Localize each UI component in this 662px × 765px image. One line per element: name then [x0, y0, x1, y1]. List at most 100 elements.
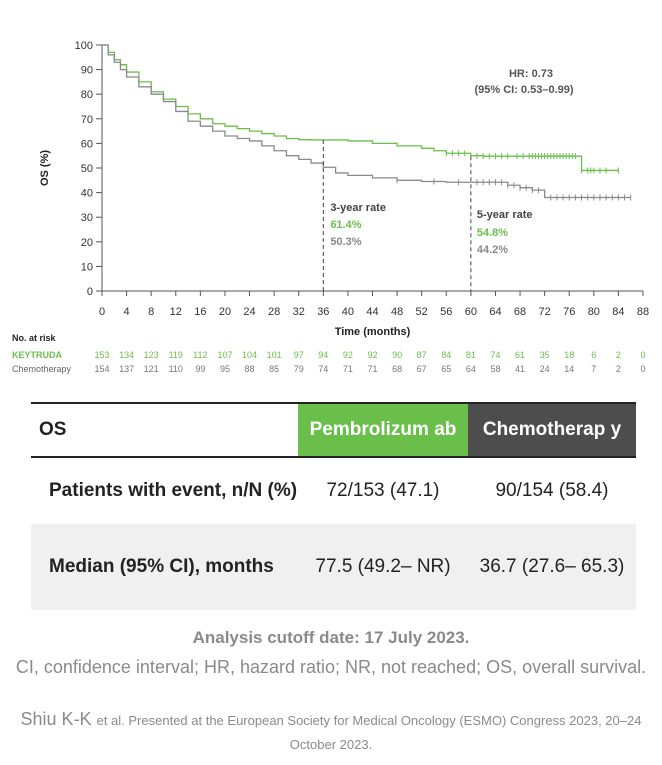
risk-value-chemotherapy: 71 — [343, 364, 353, 374]
five-year-rate-keytruda: 54.8% — [477, 227, 508, 239]
x-axis-title: Time (months) — [335, 326, 411, 338]
x-tick-label: 8 — [148, 306, 154, 318]
x-tick-label: 0 — [99, 306, 105, 318]
risk-value-chemotherapy: 99 — [195, 364, 205, 374]
risk-value-keytruda: 92 — [343, 350, 353, 360]
x-tick-label: 88 — [637, 306, 649, 318]
y-tick-label: 30 — [81, 212, 93, 224]
three-year-rate-keytruda: 61.4% — [330, 219, 361, 231]
hr-label: HR: 0.73 — [509, 68, 553, 80]
km-curve-keytruda — [102, 44, 619, 172]
x-tick-label: 4 — [124, 306, 130, 318]
header-chemotherapy: Chemotherap y — [468, 402, 636, 458]
risk-value-chemotherapy: 41 — [515, 364, 525, 374]
risk-value-chemotherapy: 68 — [392, 364, 402, 374]
y-tick-label: 10 — [81, 261, 93, 273]
x-tick-label: 36 — [317, 306, 329, 318]
citation: Shiu K-K et al. Presented at the Europea… — [0, 708, 662, 756]
risk-value-keytruda: 134 — [119, 350, 134, 360]
citation-author: Shiu K-K — [20, 709, 92, 729]
row-value-pembro-median: 77.5 (49.2– NR) — [298, 524, 468, 610]
abbreviations: CI, confidence interval; HR, hazard rati… — [0, 654, 662, 680]
risk-value-keytruda: 123 — [144, 350, 159, 360]
risk-value-keytruda: 74 — [490, 350, 500, 360]
risk-value-chemotherapy: 154 — [94, 364, 109, 374]
y-tick-label: 0 — [87, 286, 93, 298]
header-os: OS — [31, 402, 298, 458]
x-tick-label: 40 — [342, 306, 354, 318]
risk-value-chemotherapy: 71 — [367, 364, 377, 374]
x-tick-label: 56 — [440, 306, 452, 318]
x-tick-label: 84 — [612, 306, 624, 318]
risk-value-keytruda: 61 — [515, 350, 525, 360]
risk-value-chemotherapy: 24 — [540, 364, 550, 374]
risk-value-keytruda: 97 — [294, 350, 304, 360]
risk-value-chemotherapy: 74 — [318, 364, 328, 374]
y-tick-label: 60 — [81, 138, 93, 150]
y-tick-label: 90 — [81, 65, 93, 77]
x-tick-label: 76 — [563, 306, 575, 318]
risk-value-keytruda: 112 — [193, 350, 207, 360]
three-year-rate-chemo: 50.3% — [330, 236, 361, 248]
risk-table: No. at risk KEYTRUDA Chemotherapy 153 154 134… — [12, 333, 646, 374]
five-year-rate-chemo: 44.2% — [477, 244, 508, 256]
risk-header: No. at risk — [12, 333, 57, 343]
risk-value-keytruda: 81 — [466, 350, 476, 360]
y-tick-label: 80 — [81, 89, 93, 101]
x-tick-label: 16 — [194, 306, 206, 318]
risk-value-keytruda: 107 — [217, 350, 232, 360]
risk-label-keytruda: KEYTRUDA — [12, 350, 63, 360]
risk-value-chemotherapy: 88 — [245, 364, 255, 374]
risk-value-keytruda: 6 — [591, 350, 596, 360]
abbreviations-text: CI, confidence interval; HR, hazard rati… — [15, 657, 647, 677]
risk-value-keytruda: 94 — [318, 350, 328, 360]
risk-value-keytruda: 92 — [367, 350, 377, 360]
header-pembrolizumab: Pembrolizum ab — [298, 402, 468, 458]
x-tick-label: 60 — [465, 306, 477, 318]
y-axis-title: OS (%) — [39, 150, 51, 186]
risk-label-chemotherapy: Chemotherapy — [12, 364, 72, 374]
risk-value-chemotherapy: 58 — [490, 364, 500, 374]
risk-value-keytruda: 101 — [267, 350, 282, 360]
risk-value-keytruda: 104 — [242, 350, 257, 360]
risk-value-chemotherapy: 0 — [640, 364, 645, 374]
risk-value-chemotherapy: 14 — [564, 364, 574, 374]
three-year-rate-title: 3-year rate — [330, 202, 386, 214]
hr-ci-label: (95% CI: 0.53–0.99) — [474, 84, 573, 96]
risk-value-keytruda: 90 — [392, 350, 402, 360]
x-tick-label: 80 — [588, 306, 600, 318]
x-tick-label: 52 — [416, 306, 428, 318]
x-tick-label: 44 — [366, 306, 378, 318]
table-header-row: OS Pembrolizum ab Chemotherap y — [31, 402, 636, 458]
risk-value-keytruda: 18 — [564, 350, 574, 360]
risk-value-chemotherapy: 121 — [144, 364, 159, 374]
y-tick-label: 20 — [81, 237, 93, 249]
risk-value-keytruda: 2 — [616, 350, 621, 360]
y-tick-label: 50 — [81, 163, 93, 175]
x-tick-label: 12 — [170, 306, 182, 318]
risk-value-chemotherapy: 85 — [269, 364, 279, 374]
plot-annotations: HR: 0.73 (95% CI: 0.53–0.99) 3-year rate 61… — [322, 68, 574, 291]
risk-value-chemotherapy: 7 — [591, 364, 596, 374]
row-label-patients: Patients with event, n/N (%) — [31, 457, 298, 524]
risk-value-chemotherapy: 137 — [119, 364, 134, 374]
cutoff-date: Analysis cutoff date: 17 July 2023. — [192, 628, 470, 647]
risk-value-keytruda: 87 — [417, 350, 427, 360]
row-value-pembro-events: 72/153 (47.1) — [298, 457, 468, 524]
five-year-rate-title: 5-year rate — [477, 209, 533, 221]
risk-value-chemotherapy: 95 — [220, 364, 230, 374]
risk-value-keytruda: 153 — [94, 350, 109, 360]
risk-value-chemotherapy: 65 — [441, 364, 451, 374]
row-label-median: Median (95% CI), months — [31, 524, 298, 610]
x-tick-label: 32 — [293, 306, 305, 318]
survival-curves — [102, 44, 632, 201]
x-tick-label: 24 — [243, 306, 255, 318]
citation-details: et al. Presented at the European Society… — [96, 713, 642, 752]
risk-value-chemotherapy: 110 — [169, 364, 183, 374]
row-value-chemo-median: 36.7 (27.6– 65.3) — [468, 524, 636, 610]
y-tick-label: 70 — [81, 114, 93, 126]
risk-value-keytruda: 84 — [441, 350, 451, 360]
table-row-patients-event: Patients with event, n/N (%) 72/153 (47.… — [31, 457, 636, 524]
